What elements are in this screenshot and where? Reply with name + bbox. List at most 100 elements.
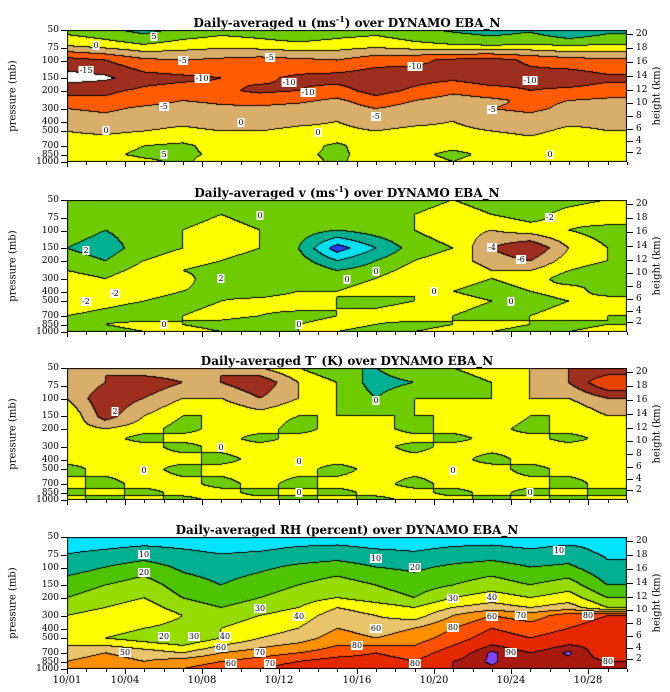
height-tick-label: 8 xyxy=(636,281,642,291)
x-tick-minor xyxy=(221,332,222,335)
height-tick-label: 14 xyxy=(636,71,648,81)
height-tick-label: 4 xyxy=(636,643,642,653)
height-tick-label: 10 xyxy=(636,268,648,278)
x-tick-minor xyxy=(530,500,531,503)
pressure-tick-label: 300 xyxy=(41,274,59,284)
pressure-tick-label: 150 xyxy=(41,73,59,83)
height-tick-label: 20 xyxy=(636,367,648,377)
contour-plot-v xyxy=(67,200,627,332)
pressure-tick xyxy=(61,399,67,400)
height-tick-label: 20 xyxy=(636,536,648,546)
x-tick-major xyxy=(357,162,358,167)
x-tick-minor xyxy=(337,332,338,335)
x-tick-major xyxy=(202,162,203,167)
pressure-tick-label: 150 xyxy=(41,243,59,253)
x-tick-minor xyxy=(415,500,416,503)
height-tick xyxy=(627,204,633,205)
pressure-tick-label: 1000 xyxy=(36,327,59,337)
x-tick-minor xyxy=(453,500,454,503)
pressure-tick-label: 100 xyxy=(41,563,59,573)
x-tick-minor xyxy=(627,332,628,335)
x-tick-label: 10/08 xyxy=(187,675,217,686)
contour-label: 10 xyxy=(137,550,151,559)
x-tick-minor xyxy=(241,162,242,165)
contour-label: -5 xyxy=(487,105,497,114)
x-tick-minor xyxy=(492,332,493,335)
pressure-tick xyxy=(61,261,67,262)
pressure-tick xyxy=(61,555,67,556)
x-tick-minor xyxy=(318,669,319,672)
pressure-tick-label: 1000 xyxy=(36,157,59,167)
contour-label: 10 xyxy=(552,546,566,555)
pressure-tick-label: 850 xyxy=(41,488,59,498)
x-tick-label: 10/04 xyxy=(110,675,140,686)
height-tick-label: 20 xyxy=(636,29,648,39)
contour-plot-t-prime xyxy=(67,368,627,500)
x-tick-label: 10/24 xyxy=(496,675,526,686)
contour-label: 60 xyxy=(369,624,383,633)
pressure-tick xyxy=(61,325,67,326)
x-tick-major xyxy=(67,500,68,505)
x-tick-minor xyxy=(569,162,570,165)
contour-label: 2 xyxy=(217,274,225,283)
contour-label: 30 xyxy=(187,632,201,641)
height-tick-label: 2 xyxy=(636,485,642,495)
pressure-tick xyxy=(61,638,67,639)
contour-label: 0 xyxy=(295,457,303,466)
x-tick-major xyxy=(202,332,203,337)
height-tick-label: 4 xyxy=(636,474,642,484)
height-tick xyxy=(627,129,633,130)
x-tick-minor xyxy=(627,669,628,672)
height-tick-label: 8 xyxy=(636,618,642,628)
height-tick xyxy=(627,414,633,415)
x-tick-minor xyxy=(415,162,416,165)
pressure-tick xyxy=(61,447,67,448)
height-tick-label: 10 xyxy=(636,605,648,615)
x-tick-minor xyxy=(299,500,300,503)
title-text: Daily-averaged T′ (K) over DYNAMO EBA_N xyxy=(200,354,494,368)
x-tick-minor xyxy=(569,500,570,503)
pressure-tick xyxy=(61,629,67,630)
x-tick-minor xyxy=(86,669,87,672)
pressure-tick xyxy=(61,500,67,501)
height-tick-label: 6 xyxy=(636,462,642,472)
contour-label: 0 xyxy=(295,488,303,497)
contour-label: 0 xyxy=(102,126,110,135)
height-tick-label: 12 xyxy=(636,85,648,95)
contour-label: 80 xyxy=(446,623,460,632)
pressure-tick-label: 700 xyxy=(41,648,59,658)
x-tick-major xyxy=(357,332,358,337)
contour-label: -4 xyxy=(487,243,497,252)
y-axis-label-pressure: pressure (mb) xyxy=(7,567,19,639)
height-tick xyxy=(627,428,633,429)
height-tick xyxy=(627,441,633,442)
x-tick-major xyxy=(67,669,68,674)
x-tick-minor xyxy=(144,162,145,165)
x-tick-major xyxy=(434,500,435,505)
x-tick-minor xyxy=(260,500,261,503)
pressure-tick-label: 50 xyxy=(47,195,59,205)
x-tick-minor xyxy=(550,162,551,165)
x-tick-major xyxy=(202,500,203,505)
height-tick xyxy=(627,260,633,261)
contour-label: -10 xyxy=(194,74,210,83)
x-tick-major xyxy=(125,669,126,674)
x-tick-major xyxy=(67,162,68,167)
height-tick xyxy=(627,467,633,468)
pressure-tick-label: 100 xyxy=(41,56,59,66)
height-tick xyxy=(627,623,633,624)
pressure-tick xyxy=(61,616,67,617)
pressure-tick xyxy=(61,653,67,654)
x-tick-label: 10/16 xyxy=(342,675,372,686)
contour-label: 20 xyxy=(137,568,151,577)
x-tick-minor xyxy=(550,500,551,503)
contour-label: 0 xyxy=(92,41,100,50)
x-tick-minor xyxy=(415,332,416,335)
x-tick-major xyxy=(511,500,512,505)
contour-label: 70 xyxy=(514,611,528,620)
pressure-tick-label: 75 xyxy=(47,550,59,560)
x-tick-minor xyxy=(473,669,474,672)
x-tick-minor xyxy=(376,332,377,335)
x-tick-major xyxy=(279,669,280,674)
